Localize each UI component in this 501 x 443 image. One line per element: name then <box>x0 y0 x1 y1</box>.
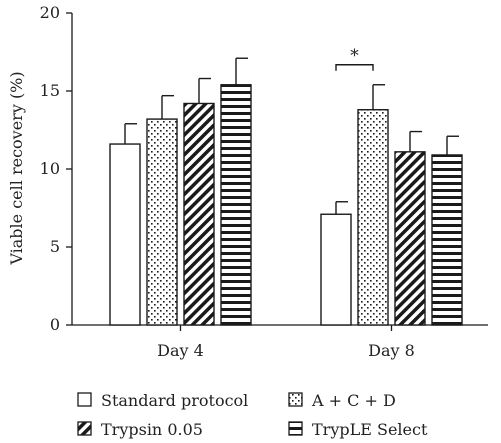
significance-bracket <box>335 64 374 71</box>
legend-swatch <box>288 392 303 407</box>
y-tick-label: 0 <box>50 315 60 334</box>
bars <box>109 57 463 326</box>
bar <box>357 109 389 326</box>
y-axis-label: Viable cell recovery (%) <box>7 71 26 265</box>
x-category-label: Day 4 <box>157 341 204 360</box>
bar <box>394 151 426 326</box>
legend-swatch <box>77 392 92 407</box>
legend-swatch <box>288 421 303 436</box>
y-tick-label: 15 <box>40 81 60 100</box>
bar <box>320 213 352 326</box>
y-tick-label: 20 <box>40 3 60 22</box>
bar <box>220 84 252 326</box>
axes: 0 5 10 15 20 Day 4 Day 8 <box>40 3 488 360</box>
x-category-label: Day 8 <box>368 341 415 360</box>
bar <box>183 102 215 326</box>
significance-star: * <box>350 46 359 66</box>
legend: Standard protocol A + C + D Trypsin 0.05 Tr… <box>77 391 428 439</box>
bar <box>431 154 463 326</box>
significance-annotations: * <box>335 46 374 71</box>
y-tick-label: 10 <box>40 159 60 178</box>
legend-label: Trypsin 0.05 <box>101 420 203 439</box>
bar <box>109 143 141 326</box>
legend-label: A + C + D <box>311 391 396 410</box>
y-tick-label: 5 <box>50 237 60 256</box>
legend-label: TrypLE Select <box>312 420 428 439</box>
legend-label: Standard protocol <box>101 391 248 410</box>
legend-swatch <box>77 421 92 436</box>
bar <box>146 118 178 326</box>
